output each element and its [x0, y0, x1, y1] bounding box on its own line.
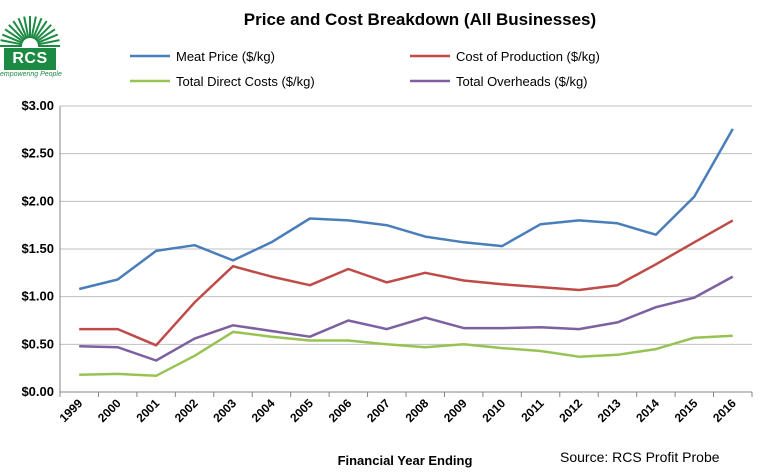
y-tick-label: $3.00 [21, 98, 54, 113]
sun-ray [8, 24, 26, 42]
sun-ray [37, 39, 60, 46]
legend-label: Cost of Production ($/kg) [456, 49, 600, 64]
series-line [79, 219, 734, 347]
x-tick-label: 2005 [287, 396, 316, 425]
sunburst-icon [0, 16, 60, 47]
sun-ray [36, 28, 56, 43]
chart-title: Price and Cost Breakdown (All Businesses… [243, 10, 597, 29]
x-tick-label: 2003 [210, 396, 239, 425]
rcs-logo: RCS empowering People [0, 0, 70, 85]
series-line [79, 330, 733, 378]
series-line [79, 275, 734, 362]
x-tick-label: 2014 [633, 396, 662, 425]
x-tick-label: 2008 [403, 396, 432, 425]
sun-ray [17, 17, 28, 39]
x-tick-label: 2015 [672, 396, 701, 425]
logo-text: RCS [4, 48, 56, 70]
legend-label: Total Direct Costs ($/kg) [176, 74, 315, 89]
y-tick-label: $0.50 [21, 336, 54, 351]
x-axis-label: Financial Year Ending [337, 453, 473, 468]
sun-ray [23, 16, 30, 39]
logo-tagline: empowering People [0, 71, 62, 78]
sun-ray [37, 33, 59, 44]
source-note: Source: RCS Profit Probe [560, 449, 720, 465]
x-tick-label: 2010 [479, 396, 508, 425]
y-tick-label: $1.00 [21, 289, 54, 304]
x-tick-label: 2002 [172, 396, 201, 425]
y-tick-label: $2.50 [21, 146, 54, 161]
sun-ray [33, 20, 48, 40]
sun-ray [12, 20, 27, 40]
legend-label: Meat Price ($/kg) [176, 49, 275, 64]
sun-ray [1, 33, 23, 44]
x-tick-label: 2013 [595, 396, 624, 425]
x-tick-label: 2016 [710, 396, 739, 425]
x-tick-label: 2004 [249, 396, 278, 425]
x-tick-label: 2009 [441, 396, 470, 425]
x-tick-label: 1999 [57, 396, 86, 425]
sun-ray [34, 24, 52, 42]
sun-ray [0, 39, 23, 46]
sun-ray [4, 28, 24, 43]
x-tick-label: 2011 [518, 396, 547, 425]
x-tick-label: 2000 [95, 396, 124, 425]
y-tick-label: $2.00 [21, 193, 54, 208]
y-tick-label: $0.00 [21, 384, 54, 399]
x-tick-label: 2012 [556, 396, 585, 425]
x-tick-label: 2006 [326, 396, 355, 425]
sun-ray [32, 17, 43, 39]
legend-label: Total Overheads ($/kg) [456, 74, 588, 89]
series-line [78, 128, 734, 291]
sun-ray [30, 16, 37, 39]
x-tick-label: 2001 [133, 396, 162, 425]
y-tick-label: $1.50 [21, 241, 54, 256]
x-tick-label: 2007 [364, 396, 393, 425]
